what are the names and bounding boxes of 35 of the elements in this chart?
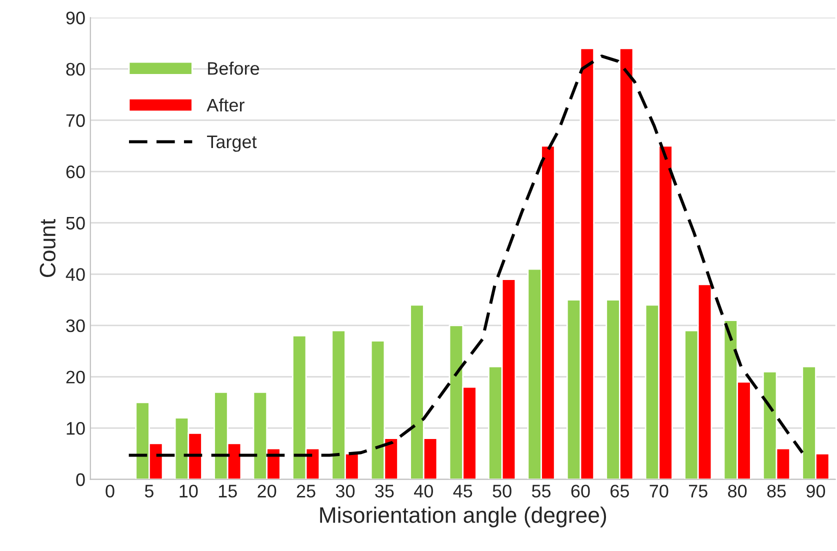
x-tick-label: 35 — [375, 484, 394, 498]
legend-label: Target — [207, 136, 257, 152]
x-tick-label: 85 — [767, 484, 786, 498]
y-tick-label: 90 — [66, 12, 85, 24]
x-tick-label: 60 — [571, 484, 590, 498]
x-tick-label: 40 — [414, 484, 433, 498]
y-tick-label: 50 — [66, 216, 85, 230]
y-axis-title: Count — [40, 219, 56, 278]
x-tick-label: 55 — [532, 484, 551, 498]
y-tick-label: 40 — [66, 268, 85, 281]
y-tick-label: 10 — [66, 422, 85, 435]
x-tick-label: 50 — [492, 484, 512, 498]
x-tick-label: 25 — [296, 484, 316, 498]
x-tick-label: 75 — [688, 484, 708, 498]
line-series — [127, 54, 804, 457]
x-tick-label: 0 — [106, 484, 114, 498]
y-tick-label: 0 — [76, 473, 85, 486]
y-tick-label: 60 — [66, 165, 85, 178]
x-tick-label: 30 — [336, 484, 355, 498]
x-tick-label: 65 — [610, 484, 629, 498]
legend-label: Before — [208, 62, 260, 75]
x-tick-label: 20 — [258, 484, 276, 498]
y-tick-label: 80 — [66, 62, 85, 76]
x-tick-label: 45 — [453, 484, 472, 498]
y-tick-label: 20 — [66, 370, 85, 384]
x-tick-label: 10 — [180, 484, 198, 498]
x-axis-title: Misorientation angle (degree) — [320, 506, 606, 528]
x-tick-label: 80 — [728, 484, 747, 498]
legend-label: After — [206, 98, 244, 112]
x-tick-label: 70 — [650, 484, 668, 498]
y-tick-label: 30 — [66, 319, 85, 332]
x-tick-label: 90 — [806, 484, 826, 498]
x-tick-label: 5 — [144, 484, 154, 498]
y-tick-label: 70 — [66, 114, 85, 127]
x-tick-label: 15 — [218, 484, 237, 498]
